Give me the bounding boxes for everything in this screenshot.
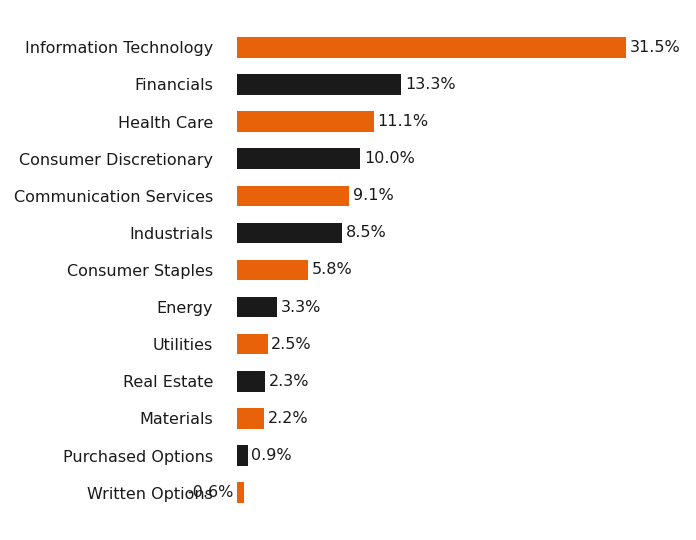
Bar bbox=[237, 334, 267, 354]
Text: 11.1%: 11.1% bbox=[378, 114, 429, 129]
Text: 2.3%: 2.3% bbox=[269, 374, 309, 389]
Text: 8.5%: 8.5% bbox=[345, 225, 386, 240]
Bar bbox=[237, 222, 342, 243]
Text: 0.9%: 0.9% bbox=[251, 448, 292, 463]
Bar bbox=[237, 148, 361, 169]
Bar bbox=[237, 260, 308, 280]
Text: 9.1%: 9.1% bbox=[353, 188, 394, 203]
Bar bbox=[237, 408, 264, 429]
Bar bbox=[237, 371, 265, 392]
Bar bbox=[237, 75, 401, 94]
Text: 3.3%: 3.3% bbox=[281, 300, 322, 315]
Bar bbox=[237, 297, 278, 318]
Text: 13.3%: 13.3% bbox=[405, 77, 455, 92]
Text: 31.5%: 31.5% bbox=[630, 40, 681, 55]
Text: -0.6%: -0.6% bbox=[188, 485, 234, 500]
Bar bbox=[237, 186, 349, 206]
Text: 10.0%: 10.0% bbox=[364, 151, 415, 166]
Text: 5.8%: 5.8% bbox=[312, 262, 353, 278]
Bar bbox=[237, 37, 626, 58]
Text: 2.5%: 2.5% bbox=[271, 337, 312, 352]
Bar bbox=[237, 482, 244, 503]
Bar bbox=[237, 111, 374, 132]
Text: 2.2%: 2.2% bbox=[267, 411, 308, 426]
Bar bbox=[237, 446, 248, 465]
